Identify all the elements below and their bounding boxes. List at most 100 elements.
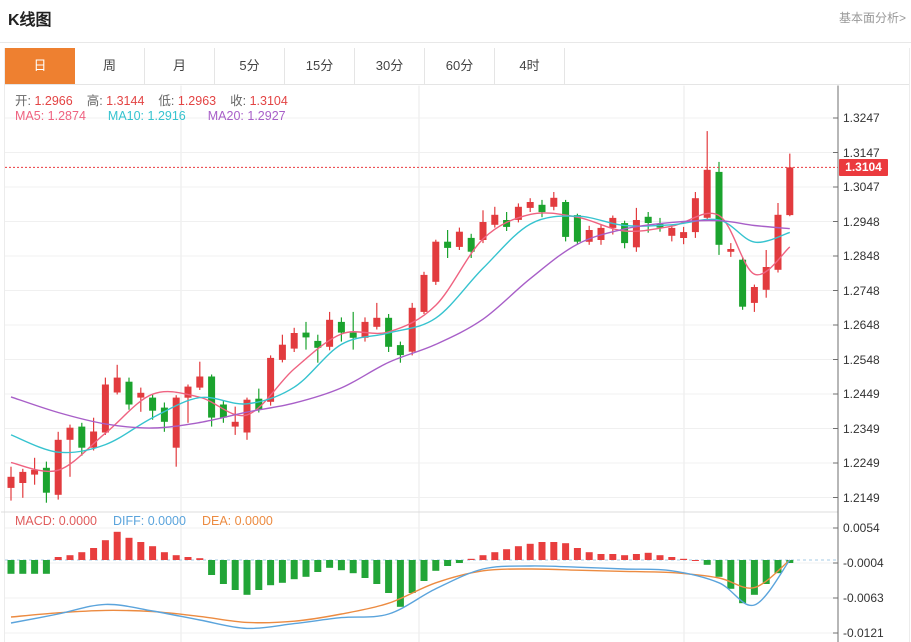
candle-up: [231, 406, 239, 435]
macd-bar-up: [78, 552, 86, 560]
macd-bar-up: [90, 548, 98, 560]
ohlc-legend-item: 开: 1.2966: [15, 94, 73, 108]
macd-bar-down: [455, 560, 463, 563]
macd-bar-up: [113, 531, 121, 560]
tab-interval-15分[interactable]: 15分: [285, 48, 355, 84]
macd-axis-label: -0.0063: [843, 591, 884, 605]
page-title: K线图: [8, 12, 52, 29]
candle-up: [632, 207, 640, 252]
candle-up: [31, 457, 39, 485]
tab-interval-月[interactable]: 月: [145, 48, 215, 84]
candle-up: [361, 317, 369, 342]
candle-down: [621, 220, 629, 249]
macd-bar-down: [373, 560, 381, 584]
candle-up: [267, 355, 275, 406]
macd-bar-down: [349, 560, 357, 574]
ohlc-legend-item: 低: 1.2963: [158, 94, 217, 108]
candle-up: [514, 203, 522, 223]
macd-bar-down: [31, 560, 39, 574]
candle-up: [550, 192, 558, 211]
fundamental-analysis-link[interactable]: 基本面分析>: [838, 11, 906, 25]
candle-down: [739, 256, 747, 310]
tab-interval-日[interactable]: 日: [5, 48, 75, 84]
macd-bar-up: [538, 542, 546, 560]
candle-up: [609, 215, 617, 235]
candle-down: [644, 212, 652, 233]
macd-bar-down: [314, 560, 322, 572]
ohlc-legend-item: 高: 1.3144: [86, 94, 145, 108]
ma-legend-item: MA5: 1.2874: [15, 109, 86, 123]
tab-interval-60分[interactable]: 60分: [425, 48, 495, 84]
candle-down: [562, 199, 570, 242]
candle-up: [526, 198, 534, 212]
candle-up: [680, 226, 688, 245]
ma-legend-item: MA10: 1.2916: [107, 109, 186, 123]
macd-bar-down: [420, 560, 428, 581]
ohlc-legend: 开: 1.2966 高: 1.3144 低: 1.2963 收: 1.3104: [15, 90, 288, 109]
macd-bar-up: [149, 546, 157, 560]
candle-down: [337, 317, 345, 342]
macd-bar-down: [219, 560, 227, 584]
macd-bar-down: [432, 560, 440, 571]
macd-bar-down: [267, 560, 275, 586]
tab-interval-5分[interactable]: 5分: [215, 48, 285, 84]
candle-down: [573, 213, 581, 245]
candle-up: [727, 243, 735, 257]
macd-bar-down: [396, 560, 404, 607]
candle-up: [762, 250, 770, 298]
macd-bar-up: [66, 555, 74, 560]
candle-up: [691, 192, 699, 238]
candle-down: [503, 212, 511, 231]
tab-interval-30分[interactable]: 30分: [355, 48, 425, 84]
macd-bar-down: [750, 560, 758, 595]
macd-bar-down: [385, 560, 393, 593]
macd-bar-down: [715, 560, 723, 577]
candle-up: [585, 225, 593, 245]
macd-axis-label: 0.0054: [843, 521, 880, 535]
price-axis-label: 1.2249: [843, 456, 880, 470]
ma-legend-item: MA20: 1.2927: [207, 109, 286, 123]
macd-legend-item: DEA: 0.0000: [201, 514, 273, 528]
ma5-line: [10, 212, 791, 473]
candle-up: [290, 327, 298, 352]
macd-axis-label: -0.0121: [843, 626, 884, 640]
candle-down: [255, 388, 263, 413]
tab-interval-周[interactable]: 周: [75, 48, 145, 84]
tab-interval-4时[interactable]: 4时: [495, 48, 565, 84]
diff-line: [10, 559, 791, 630]
candle-down: [396, 341, 404, 363]
macd-bar-down: [361, 560, 369, 578]
macd-bar-up: [621, 555, 629, 560]
macd-bar-down: [243, 560, 251, 595]
macd-bar-down: [7, 560, 15, 574]
price-axis-label: 1.3047: [843, 180, 880, 194]
macd-bar-up: [573, 548, 581, 560]
macd-bar-down: [337, 560, 345, 571]
candle-up: [455, 227, 463, 250]
candle-up: [54, 431, 62, 500]
ma10-line: [10, 215, 791, 454]
candle-down: [125, 377, 133, 410]
macd-legend: MACD: 0.0000 DIFF: 0.0000 DEA: 0.0000: [15, 514, 273, 528]
candle-up: [373, 302, 381, 330]
price-axis-label: 1.2648: [843, 318, 880, 332]
candle-down: [444, 230, 452, 258]
candle-down: [208, 374, 216, 427]
candle-down: [349, 311, 357, 350]
candle-up: [7, 466, 15, 501]
macd-bar-up: [585, 552, 593, 560]
macd-bar-up: [160, 552, 168, 560]
candle-down: [302, 321, 310, 350]
macd-bar-up: [101, 540, 109, 560]
macd-bar-up: [514, 546, 522, 560]
candle-down: [219, 400, 227, 423]
price-axis-label: 1.2948: [843, 214, 880, 229]
macd-bar-up: [503, 549, 511, 560]
macd-bar-up: [491, 552, 499, 560]
candle-up: [90, 417, 98, 451]
macd-bar-down: [42, 560, 50, 574]
macd-bar-up: [668, 557, 676, 560]
ohlc-legend-item: 收: 1.3104: [230, 94, 288, 108]
candle-up: [432, 239, 440, 285]
macd-bar-up: [609, 554, 617, 560]
